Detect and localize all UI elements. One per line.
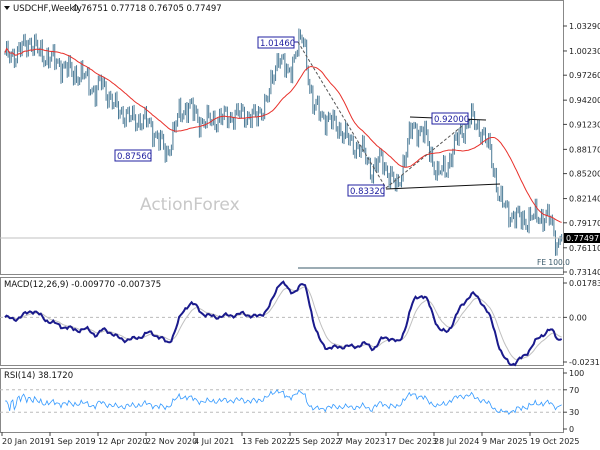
x-tick-label: 7 May 2023	[338, 437, 385, 446]
svg-text:0.87560: 0.87560	[117, 152, 152, 162]
triangle-down-icon[interactable]	[4, 6, 10, 10]
svg-text:0.83320: 0.83320	[350, 187, 385, 197]
x-tick-label: 28 Jul 2024	[434, 437, 479, 446]
svg-text:0.92000: 0.92000	[434, 115, 469, 125]
price-tick-label: 0.73140	[569, 268, 600, 277]
x-tick-label: 19 Oct 2025	[530, 437, 579, 446]
label-1.01460[interactable]: 1.01460	[257, 36, 295, 49]
rsi-panel-frame	[0, 368, 564, 433]
x-tick-label: 22 Nov 2020	[146, 437, 197, 446]
rsi-tick-label: 100	[569, 369, 584, 378]
symbol-label: USDCHF,Weekly	[13, 4, 82, 14]
price-tick-label: 0.82140	[569, 195, 600, 204]
x-tick-label: 17 Dec 2023	[386, 437, 437, 446]
macd-series	[0, 280, 563, 367]
support-line[interactable]	[385, 183, 501, 190]
rsi-tick-label: 70	[569, 386, 579, 395]
moving-average-line	[4, 47, 562, 223]
x-tick-label: 1 Sep 2019	[50, 437, 96, 446]
macd-tick-label: 0.017833	[569, 279, 600, 288]
axes: 1.03290 1.00230 0.97260 0.94200 0.91230 0.881…	[1, 22, 600, 446]
price-tick-label: 0.94200	[569, 96, 600, 105]
price-tick-label: 0.85200	[569, 170, 600, 179]
rsi-line	[5, 388, 562, 416]
current-price-text: 0.77497	[566, 234, 599, 243]
label-0.83320[interactable]: 0.83320	[347, 184, 385, 197]
macd-tick-label: -0.023159	[569, 358, 600, 367]
x-tick-label: 12 Apr 2020	[98, 437, 147, 446]
x-tick-label: 20 Jan 2019	[2, 437, 50, 446]
rsi-label: RSI(14) 38.1720	[4, 371, 73, 381]
label-0.92000[interactable]: 0.92000	[431, 112, 469, 125]
ohlc-readout: 0.76751 0.77718 0.76705 0.77497	[73, 4, 222, 14]
trend-line-dashed-down[interactable]	[297, 41, 387, 189]
price-tick-label: 0.88170	[569, 145, 600, 154]
price-series	[4, 28, 563, 256]
price-tick-label: 0.76110	[569, 244, 600, 253]
price-tick-label: 1.03290	[569, 22, 600, 31]
macd-line	[4, 280, 563, 367]
price-tick-label: 0.97260	[569, 71, 600, 80]
trend-line-dashed-up[interactable]	[385, 117, 473, 189]
fe-100-label: FE 100.0	[537, 258, 570, 267]
x-tick-label: 9 Mar 2025	[482, 437, 528, 446]
rsi-tick-label: 0	[569, 425, 574, 434]
price-tick-label: 0.79170	[569, 219, 600, 228]
macd-label: MACD(12,26,9) -0.009770 -0.007375	[4, 280, 161, 290]
svg-text:1.01460: 1.01460	[260, 39, 295, 49]
macd-tick-label: 0.00	[569, 313, 587, 322]
macd-panel-frame	[0, 277, 564, 366]
price-panel-frame	[0, 0, 564, 275]
rsi-tick-label: 30	[569, 408, 579, 417]
price-tick-label: 0.91230	[569, 120, 600, 129]
rsi-series	[0, 388, 563, 416]
price-tick-label: 1.00230	[569, 47, 600, 56]
watermark: ActionForex	[140, 195, 240, 215]
x-tick-label: 13 Feb 2022	[242, 437, 292, 446]
label-0.87560[interactable]: 0.87560	[114, 149, 152, 162]
current-price-badge	[564, 233, 600, 243]
x-tick-label: 25 Sep 2022	[290, 437, 341, 446]
x-tick-label: 4 Jul 2021	[194, 437, 234, 446]
